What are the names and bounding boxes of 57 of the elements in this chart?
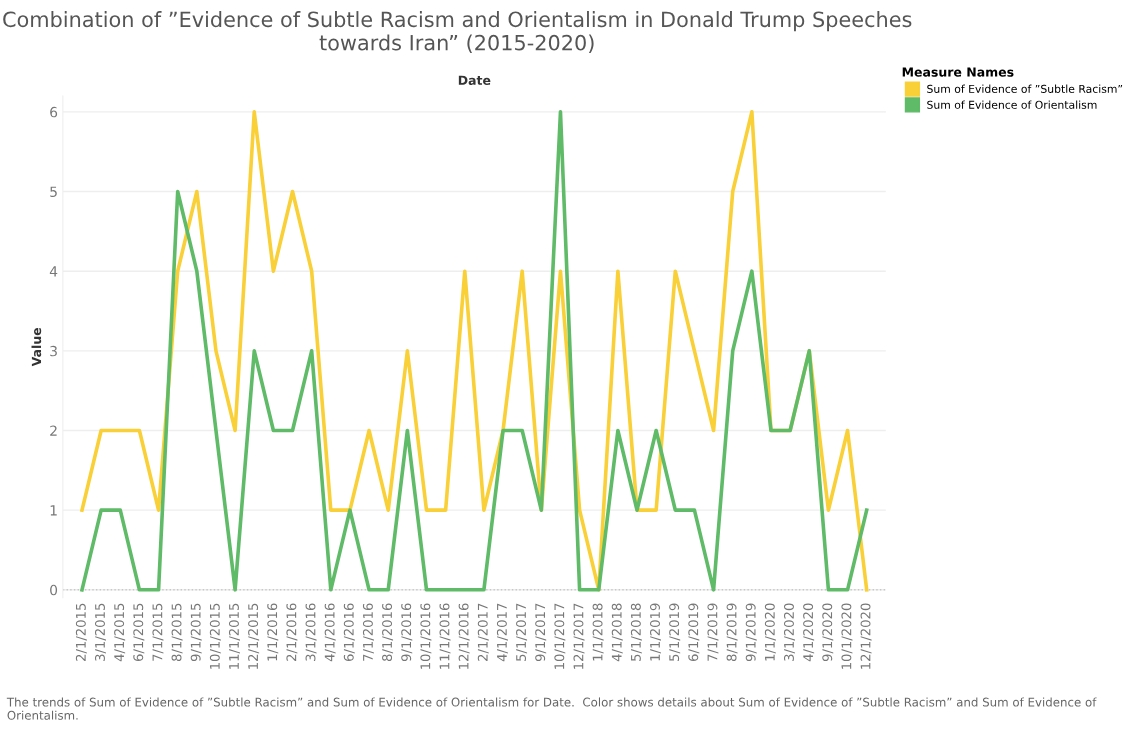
x-tick-label: 12/1/2017 [573, 603, 585, 669]
y-tick-label: 4 [49, 266, 58, 277]
x-tick-label: 7/1/2015 [152, 603, 164, 661]
x-tick-label: 1/1/2019 [650, 603, 662, 661]
x-tick-label: 6/1/2019 [688, 603, 700, 661]
x-tick-label: 3/1/2020 [783, 603, 795, 661]
x-tick-label: 5/1/2017 [516, 603, 528, 661]
y-tick-label: 0 [50, 584, 58, 596]
legend-label: Sum of Evidence of ”Subtle Racism” [927, 84, 1123, 93]
x-tick-label: 6/1/2015 [133, 603, 145, 661]
x-tick-label: 9/1/2019 [745, 603, 757, 662]
x-tick-label: 4/1/2020 [803, 603, 815, 662]
x-tick-label: 10/1/2017 [554, 603, 566, 669]
y-tick-label: 5 [50, 186, 57, 197]
legend-title: Measure Names [902, 67, 1014, 77]
x-tick-label: 8/1/2015 [171, 603, 183, 662]
x-tick-label: 8/1/2019 [726, 603, 738, 662]
x-tick-label: 4/1/2016 [324, 603, 336, 662]
x-tick-label: 4/1/2018 [611, 603, 623, 662]
x-tick-label: 10/1/2020 [841, 603, 853, 669]
x-tick-label: 12/1/2015 [248, 603, 260, 669]
y-tick-label: 3 [50, 345, 57, 357]
x-tick-label: 3/1/2016 [305, 603, 317, 661]
y-tick-label: 1 [50, 505, 57, 516]
x-tick-label: 6/1/2016 [343, 603, 355, 661]
x-tick-label: 10/1/2015 [209, 603, 221, 669]
y-tick-label: 2 [50, 425, 57, 436]
x-tick-label: 4/1/2015 [114, 603, 126, 662]
y-tick-label: 6 [50, 106, 58, 118]
y-axis-title: Value [31, 327, 42, 367]
x-tick-label: 9/1/2017 [535, 603, 547, 662]
x-tick-label: 11/1/2016 [439, 603, 451, 669]
x-tick-label: 9/1/2015 [190, 603, 202, 662]
x-tick-label: 8/1/2016 [382, 603, 394, 662]
x-tick-label: 1/1/2018 [592, 603, 604, 661]
x-tick-label: 2/1/2016 [286, 603, 298, 661]
x-tick-label: 4/1/2017 [496, 603, 508, 662]
x-tick-label: 10/1/2016 [420, 603, 432, 669]
x-tick-label: 7/1/2016 [362, 603, 374, 661]
x-tick-label: 2/1/2017 [477, 603, 489, 661]
x-tick-label: 1/1/2016 [267, 603, 279, 661]
x-tick-label: 3/1/2015 [94, 603, 107, 661]
x-tick-label: 9/1/2016 [401, 603, 413, 662]
x-tick-label: 1/1/2020 [764, 603, 776, 661]
x-tick-label: 12/1/2020 [860, 603, 872, 669]
text: The trends of Sum of Evidence of ”Subtle Racism” and Sum of Evidence of Orientalism for Date. Color shows details about Sum of Evidence of ”Subtle Racism” and Sum of Evidence of Orientalism. [6, 697, 1097, 720]
x-tick-label: 12/1/2016 [458, 603, 470, 669]
x-tick-label: 11/1/2015 [228, 603, 240, 669]
chart-title: Combination of ”Evidence of Subtle Racism and Orientalism in Donald Trump Speeches towards Iran” (2015-2020) [3, 11, 912, 53]
line-series [80, 110, 869, 592]
x-tick-label: 5/1/2019 [669, 603, 681, 661]
legend-label: Sum of Evidence of Orientalism [927, 100, 1097, 109]
x-tick-label: 7/1/2019 [707, 603, 719, 661]
x-axis-title: Date [458, 75, 491, 86]
x-tick-label: 5/1/2018 [630, 603, 642, 661]
x-tick-label: 9/1/2020 [822, 603, 834, 662]
x-tick-label: 2/1/2015 [75, 603, 87, 661]
